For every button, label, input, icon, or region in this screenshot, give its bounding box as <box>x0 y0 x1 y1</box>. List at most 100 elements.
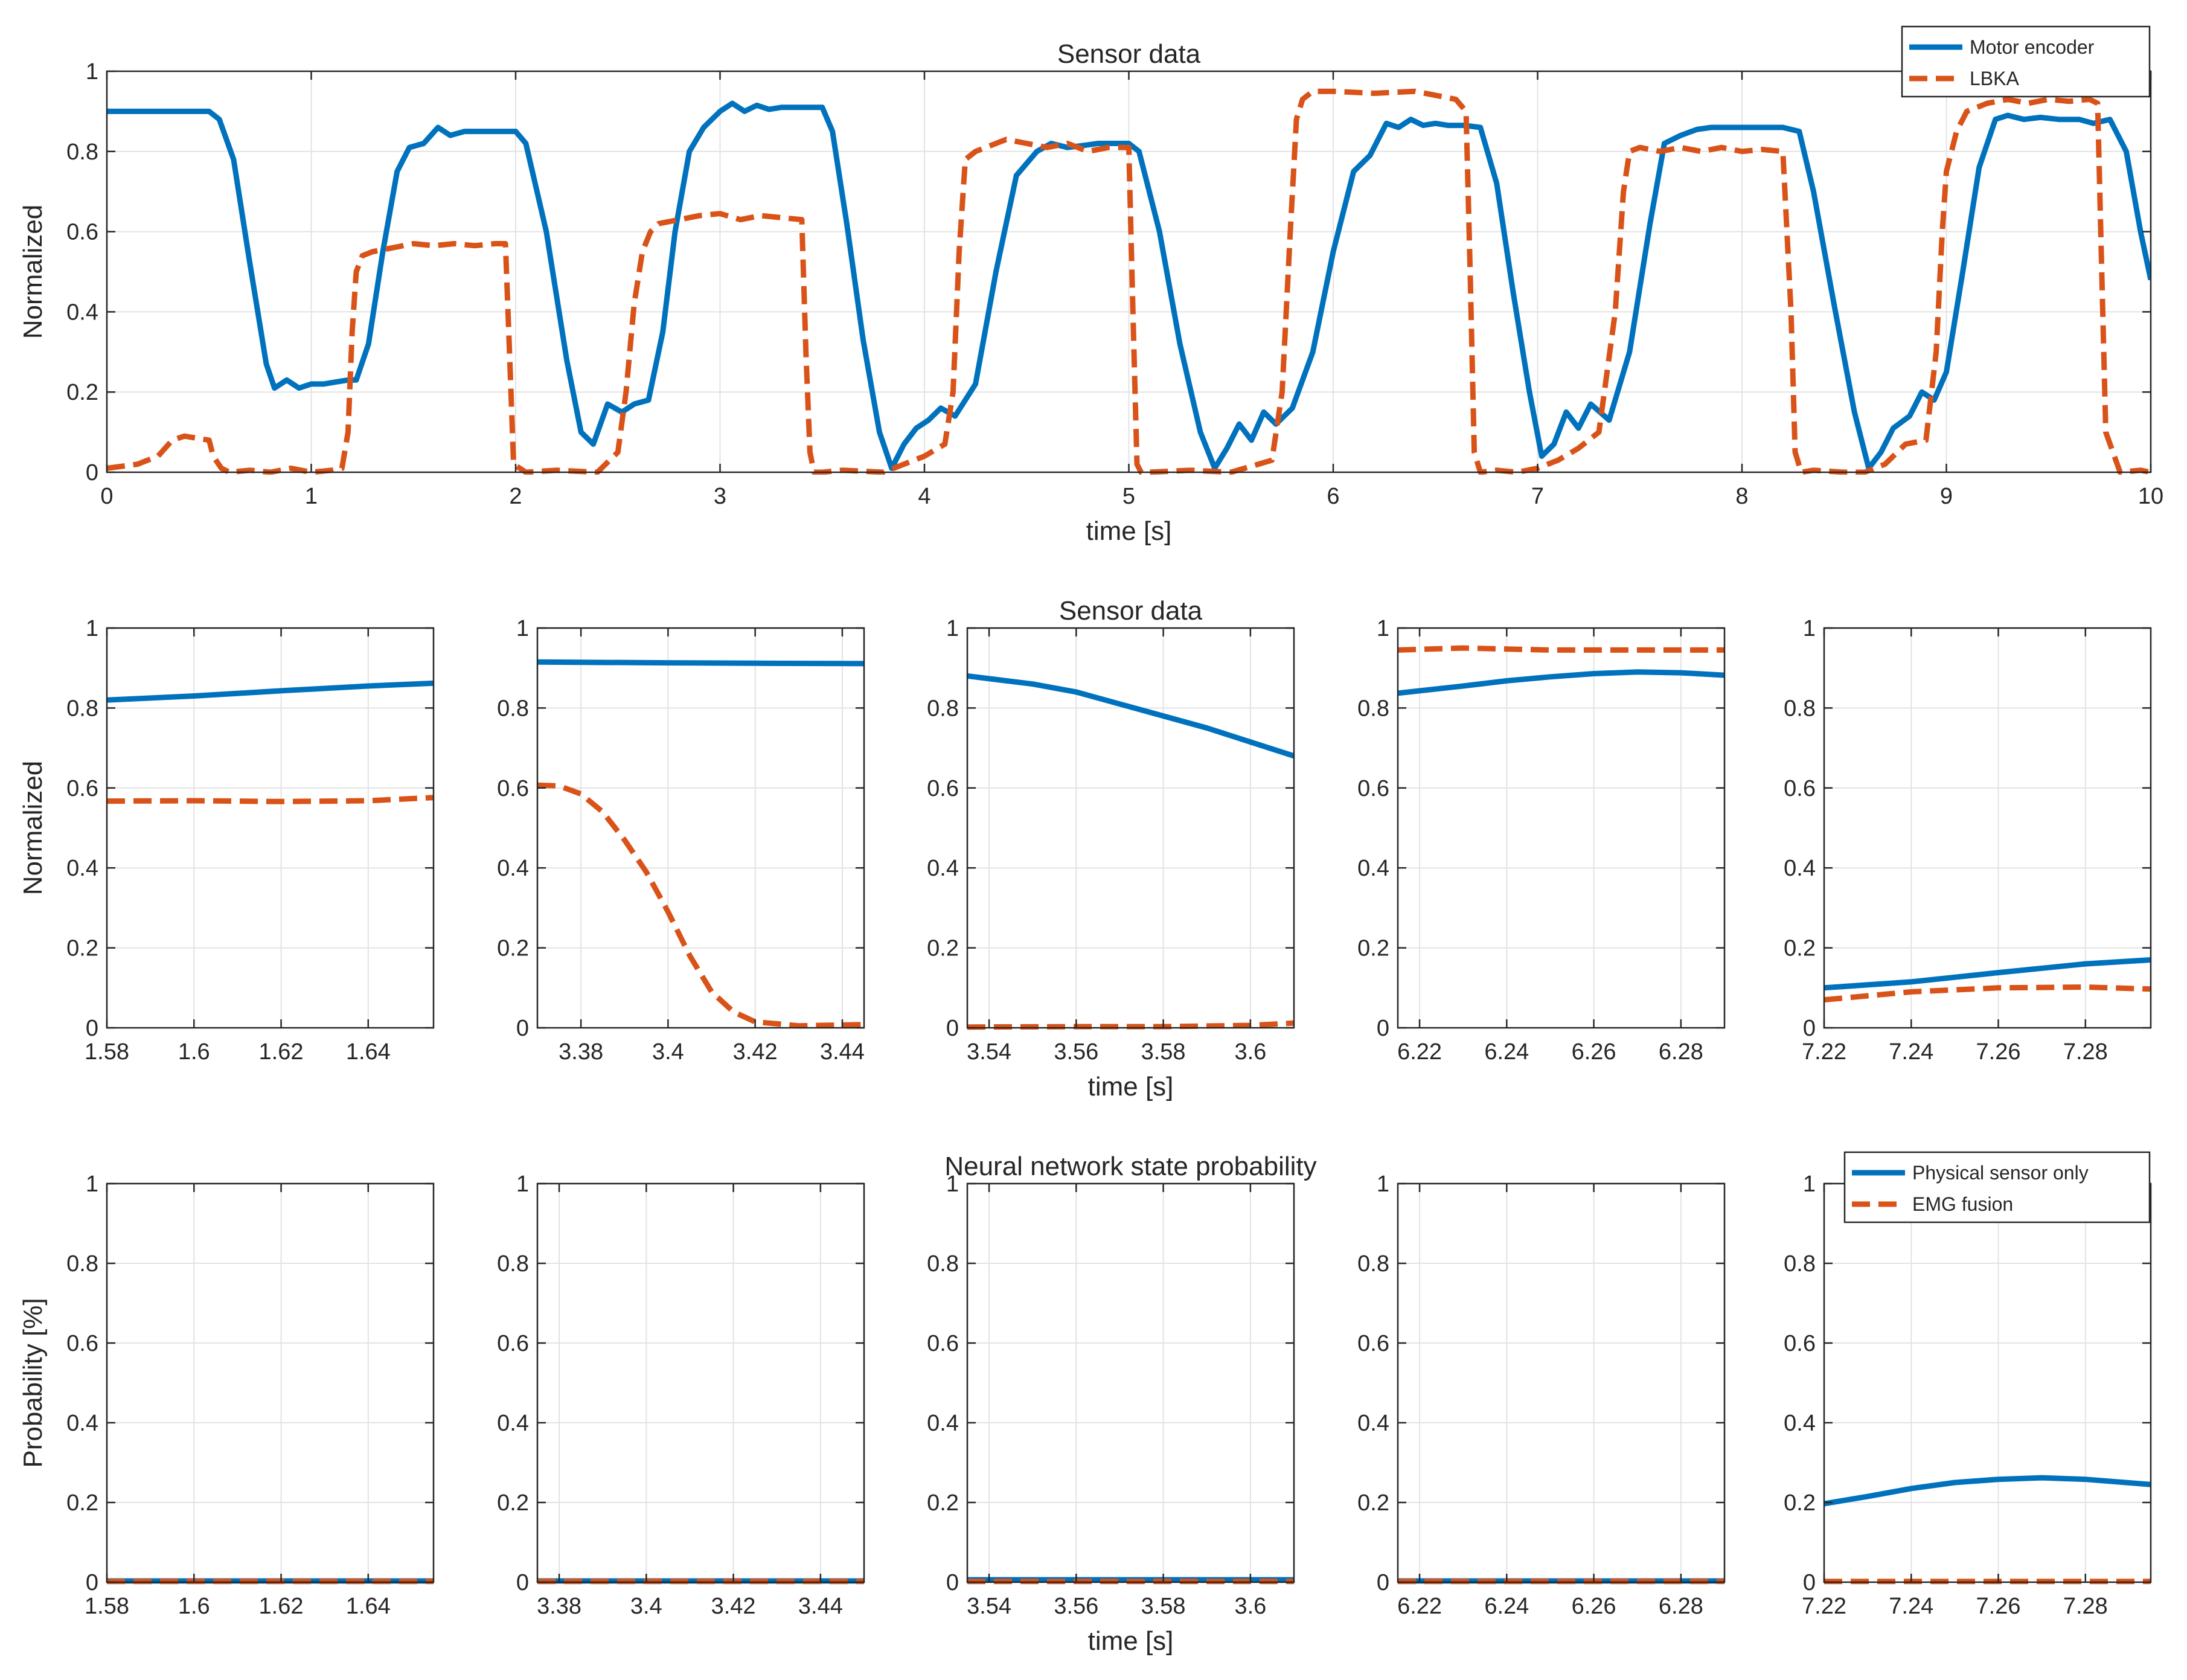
y-tick-label: 0.2 <box>66 1490 98 1516</box>
y-tick-label: 0.4 <box>1357 1411 1389 1436</box>
y-tick-label: 0.2 <box>66 380 98 405</box>
x-tick-label: 6 <box>1327 484 1339 509</box>
y-tick-label: 0.4 <box>66 856 98 881</box>
x-tick-label: 8 <box>1735 484 1748 509</box>
chart-bot1: 1.58 1.6 1.62 1.64 0 0.2 0.4 0.6 0.8 1 Probability… <box>18 1172 435 1619</box>
x-tick-label: 10 <box>2138 484 2163 509</box>
y-tick-label: 0.4 <box>927 856 959 881</box>
x-tick-label: 3.38 <box>559 1039 603 1065</box>
series-line-lbka <box>1824 984 2151 1003</box>
chart-mid5: 7.22 7.24 7.26 7.28 0 0.2 0.4 0.6 0.8 1 <box>1784 616 2152 1065</box>
x-tick-label: 6.22 <box>1397 1039 1442 1065</box>
x-tick-label: 7 <box>1531 484 1544 509</box>
x-tick-label: 7.26 <box>1976 1039 2021 1065</box>
chart-title: Sensor data <box>1059 596 1203 626</box>
legend-label: LBKA <box>1970 68 2019 89</box>
chart-title: Sensor data <box>1057 39 1201 69</box>
series-line-motor-encoder <box>1398 669 1724 696</box>
x-tick-label: 1.62 <box>259 1039 304 1065</box>
y-tick-label: 1 <box>1377 1172 1389 1197</box>
x-tick-label: 1.58 <box>85 1039 129 1065</box>
plot-area <box>537 628 864 1028</box>
plot-area <box>1824 1184 2151 1582</box>
x-tick-label: 7.26 <box>1976 1594 2021 1619</box>
y-tick-label: 0.2 <box>1357 936 1389 961</box>
series-line-lbka <box>1398 645 1724 653</box>
x-tick-label: 3.38 <box>537 1594 581 1619</box>
axes-box <box>966 627 1295 1029</box>
x-tick-label: 9 <box>1940 484 1953 509</box>
y-tick-label: 0.4 <box>1784 856 1816 881</box>
y-tick-label: 0 <box>946 1016 959 1041</box>
axes-box <box>1823 627 2152 1029</box>
y-tick-label: 0.2 <box>66 936 98 961</box>
y-tick-label: 1 <box>516 616 529 641</box>
x-tick-label: 1.58 <box>85 1594 129 1619</box>
chart-bot5: 7.22 7.24 7.26 7.28 0 0.2 0.4 0.6 0.8 1 Physical s… <box>1784 1151 2152 1619</box>
y-tick-label: 0.2 <box>927 1490 959 1516</box>
x-axis-label: time [s] <box>1088 1626 1174 1656</box>
y-tick-label: 0.4 <box>497 856 529 881</box>
y-tick-label: 0.4 <box>66 1411 98 1436</box>
x-tick-label: 5 <box>1122 484 1135 509</box>
legend-box <box>1901 25 2151 98</box>
x-tick-label: 3.58 <box>1141 1039 1186 1065</box>
plot-area <box>537 1184 864 1582</box>
chart-top: 0 1 2 3 4 5 6 7 8 9 10 0 0.2 0.4 0.6 0.8 1 Sensor data tim… <box>18 25 2163 546</box>
y-tick-label: 0 <box>86 460 98 486</box>
series-line-motor-encoder <box>1824 957 2151 991</box>
x-tick-label: 1 <box>305 484 318 509</box>
y-tick-label: 0.8 <box>66 1251 98 1277</box>
plot-area <box>107 1184 434 1582</box>
y-tick-label: 0.8 <box>927 696 959 721</box>
x-tick-label: 3.42 <box>711 1594 756 1619</box>
x-tick-label: 3.54 <box>967 1039 1011 1065</box>
y-axis-label: Probability [%] <box>18 1298 48 1467</box>
legend-label: EMG fusion <box>1912 1193 2013 1215</box>
x-tick-label: 1.64 <box>346 1594 391 1619</box>
y-tick-label: 0.8 <box>66 139 98 165</box>
axes-box <box>106 1182 435 1583</box>
y-tick-label: 0.6 <box>66 1331 98 1356</box>
y-axis-label: Normalized <box>18 205 48 339</box>
series-line-lbka <box>107 795 434 804</box>
y-tick-label: 1 <box>1803 616 1816 641</box>
plot-area <box>967 1184 1294 1582</box>
x-tick-label: 6.28 <box>1659 1594 1703 1619</box>
series-line-motor-encoder <box>107 680 434 703</box>
series-line-lbka <box>537 782 864 1029</box>
y-tick-label: 1 <box>86 59 98 85</box>
y-tick-label: 0.6 <box>1784 1331 1816 1356</box>
x-tick-label: 3.4 <box>652 1039 684 1065</box>
x-axis-label: time [s] <box>1086 516 1172 546</box>
axes-box <box>536 1182 865 1583</box>
x-tick-label: 1.6 <box>178 1594 210 1619</box>
y-tick-label: 0.2 <box>1784 936 1816 961</box>
y-tick-label: 0 <box>86 1570 98 1595</box>
y-tick-label: 0.2 <box>1784 1490 1816 1516</box>
x-tick-label: 7.24 <box>1889 1039 1933 1065</box>
x-tick-label: 6.28 <box>1659 1039 1703 1065</box>
chart-mid3: 3.54 3.56 3.58 3.6 0 0.2 0.4 0.6 0.8 1 Sensor data… <box>927 596 1295 1101</box>
legend-box <box>1843 1151 2151 1223</box>
chart-title: Neural network state probability <box>944 1152 1316 1181</box>
x-tick-label: 0 <box>100 484 113 509</box>
y-tick-label: 0.4 <box>66 300 98 325</box>
y-tick-label: 0 <box>516 1570 529 1595</box>
x-tick-label: 7.28 <box>2063 1594 2108 1619</box>
x-tick-label: 3.56 <box>1054 1039 1098 1065</box>
axes-box <box>966 1182 1295 1583</box>
y-tick-label: 0.6 <box>1784 776 1816 801</box>
legend: Motor encoder LBKA <box>1901 25 2151 98</box>
y-tick-label: 0.2 <box>497 936 529 961</box>
y-tick-label: 0.4 <box>497 1411 529 1436</box>
series-line-lbka <box>107 88 2151 475</box>
x-tick-label: 3.4 <box>630 1594 662 1619</box>
y-tick-label: 0 <box>1377 1016 1389 1041</box>
y-tick-label: 0.2 <box>1357 1490 1389 1516</box>
y-tick-label: 0.8 <box>497 1251 529 1277</box>
y-tick-label: 1 <box>946 1172 959 1197</box>
y-tick-label: 0.8 <box>927 1251 959 1277</box>
